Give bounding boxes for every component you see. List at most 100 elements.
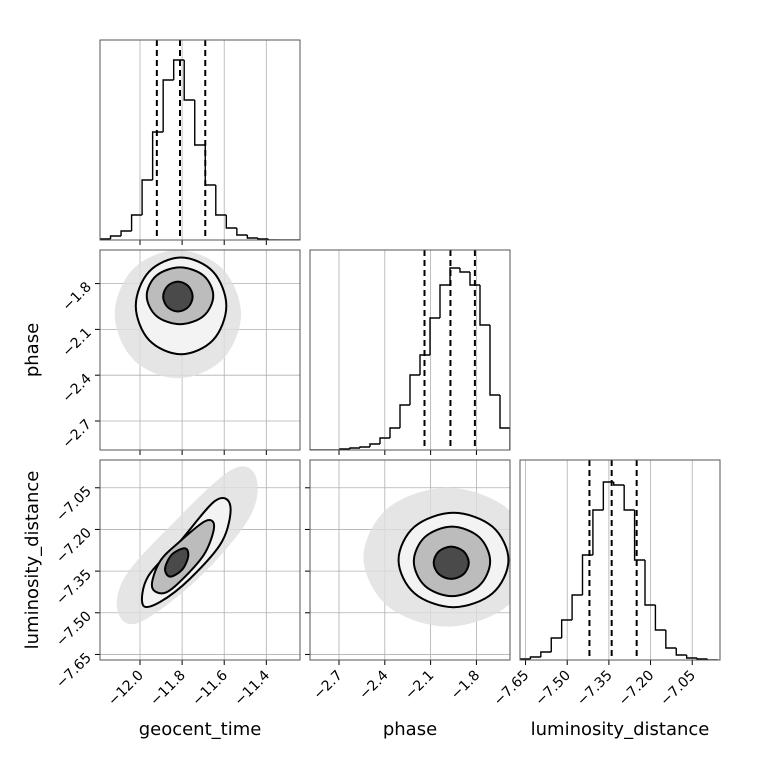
- y-tick-label: −1.8: [59, 279, 94, 314]
- histogram-step: [469, 272, 480, 286]
- histogram-step: [419, 354, 430, 375]
- histogram-step: [257, 238, 269, 240]
- histogram-step: [479, 285, 490, 326]
- histogram-step: [409, 374, 420, 405]
- histogram-step: [685, 655, 698, 659]
- histogram-step: [349, 447, 360, 449]
- histogram-step: [529, 656, 541, 659]
- x-tick-label: −2.4: [356, 667, 391, 702]
- histogram-step: [359, 446, 370, 448]
- x-tick-label: −7.20: [616, 668, 658, 710]
- x-tick-label: −12.0: [105, 668, 147, 710]
- histogram-step: [613, 482, 625, 486]
- x-tick-label: −7.05: [657, 668, 699, 710]
- contour: [162, 280, 194, 313]
- panel: −7.65 −7.50 −7.35 −7.20 −7.05: [491, 459, 721, 710]
- histogram-step: [399, 404, 410, 428]
- histogram-step: [592, 509, 604, 555]
- histogram-step: [540, 651, 552, 657]
- plot-area: [100, 250, 300, 450]
- y-tick-label: −2.1: [59, 325, 94, 360]
- plot-area: [310, 460, 510, 660]
- panel-frame: [99, 459, 301, 661]
- panel-background: [310, 250, 510, 450]
- panel: −2.7 −2.4 −2.1 −1.8: [59, 249, 301, 455]
- histogram-step: [654, 605, 666, 631]
- x-tick-label: −11.4: [231, 667, 273, 709]
- contour: [432, 545, 470, 580]
- plot-area: [100, 40, 300, 240]
- y-tick-label: −7.05: [53, 483, 95, 525]
- panel: [99, 39, 301, 245]
- x-tick-label: −1.8: [448, 668, 483, 703]
- histogram-step: [550, 637, 562, 652]
- y-tick-label: −7.20: [53, 525, 95, 567]
- histogram-step: [246, 235, 258, 239]
- histogram-step: [369, 443, 380, 447]
- histogram-step: [183, 60, 195, 101]
- histogram-step: [225, 215, 237, 229]
- histogram-step: [644, 560, 656, 606]
- histogram-step: [706, 659, 718, 660]
- x-axis-label: geocent_time: [139, 719, 262, 740]
- histogram-step: [696, 658, 708, 660]
- y-tick-label: −7.35: [53, 567, 95, 609]
- panel-background: [520, 460, 720, 660]
- y-tick-label: −7.50: [53, 608, 95, 650]
- histogram-step: [162, 79, 174, 132]
- x-axis-label: phase: [383, 719, 437, 740]
- histogram-step: [215, 185, 227, 216]
- x-tick-label: −11.8: [147, 668, 189, 710]
- histogram-step: [675, 648, 687, 656]
- histogram-step: [100, 238, 111, 240]
- histogram-step: [489, 325, 500, 396]
- histogram-step: [109, 235, 122, 239]
- x-tick-label: −2.1: [402, 668, 437, 703]
- histogram-step: [429, 317, 440, 355]
- panel-background: [100, 40, 300, 240]
- panel-frame: [99, 39, 301, 241]
- panel-frame: [99, 249, 301, 451]
- histogram-step: [379, 437, 390, 444]
- histogram-step: [141, 179, 153, 215]
- plot-area: [100, 460, 300, 660]
- x-axis-label: luminosity_distance: [531, 719, 710, 740]
- panel-frame: [309, 249, 511, 451]
- y-axis-label: phase: [22, 323, 43, 377]
- histogram-step: [194, 100, 206, 146]
- y-tick-label: −2.4: [59, 371, 94, 406]
- histogram-step: [623, 485, 635, 511]
- plot-area: [520, 460, 718, 660]
- panel-frame: [309, 459, 511, 661]
- histogram-step: [449, 267, 460, 285]
- x-tick-label: −7.35: [574, 668, 616, 710]
- histogram-step: [665, 630, 677, 649]
- histogram-step: [439, 284, 450, 318]
- histogram-step: [499, 395, 510, 450]
- histogram-step: [520, 658, 531, 660]
- histogram-step: [236, 228, 248, 236]
- panel: −2.7 −2.4 −2.1 −1.8: [305, 459, 511, 703]
- y-axis-label: luminosity_distance: [22, 471, 43, 650]
- contour: [164, 547, 190, 578]
- panel: −12.0 −11.8 −11.6 −11.4 −7.65−7.50−7.35−7.20…: [53, 459, 301, 710]
- x-tick-label: −11.6: [189, 667, 231, 709]
- y-tick-label: −2.7: [59, 417, 94, 452]
- histogram-step: [151, 131, 164, 180]
- y-tick-label: −7.65: [53, 650, 95, 692]
- histogram-step: [602, 481, 614, 510]
- plot-area: [310, 250, 510, 450]
- histogram-step: [571, 594, 583, 620]
- panel-frame: [519, 459, 721, 661]
- x-tick-label: −7.65: [491, 668, 533, 710]
- histogram-step: [130, 214, 143, 231]
- x-tick-label: −7.50: [532, 668, 574, 710]
- histogram-step: [459, 268, 470, 273]
- x-tick-label: −2.7: [310, 668, 345, 703]
- histogram-step: [120, 230, 132, 236]
- histogram-step: [389, 427, 400, 438]
- histogram-step: [560, 619, 573, 638]
- histogram-step: [267, 239, 279, 240]
